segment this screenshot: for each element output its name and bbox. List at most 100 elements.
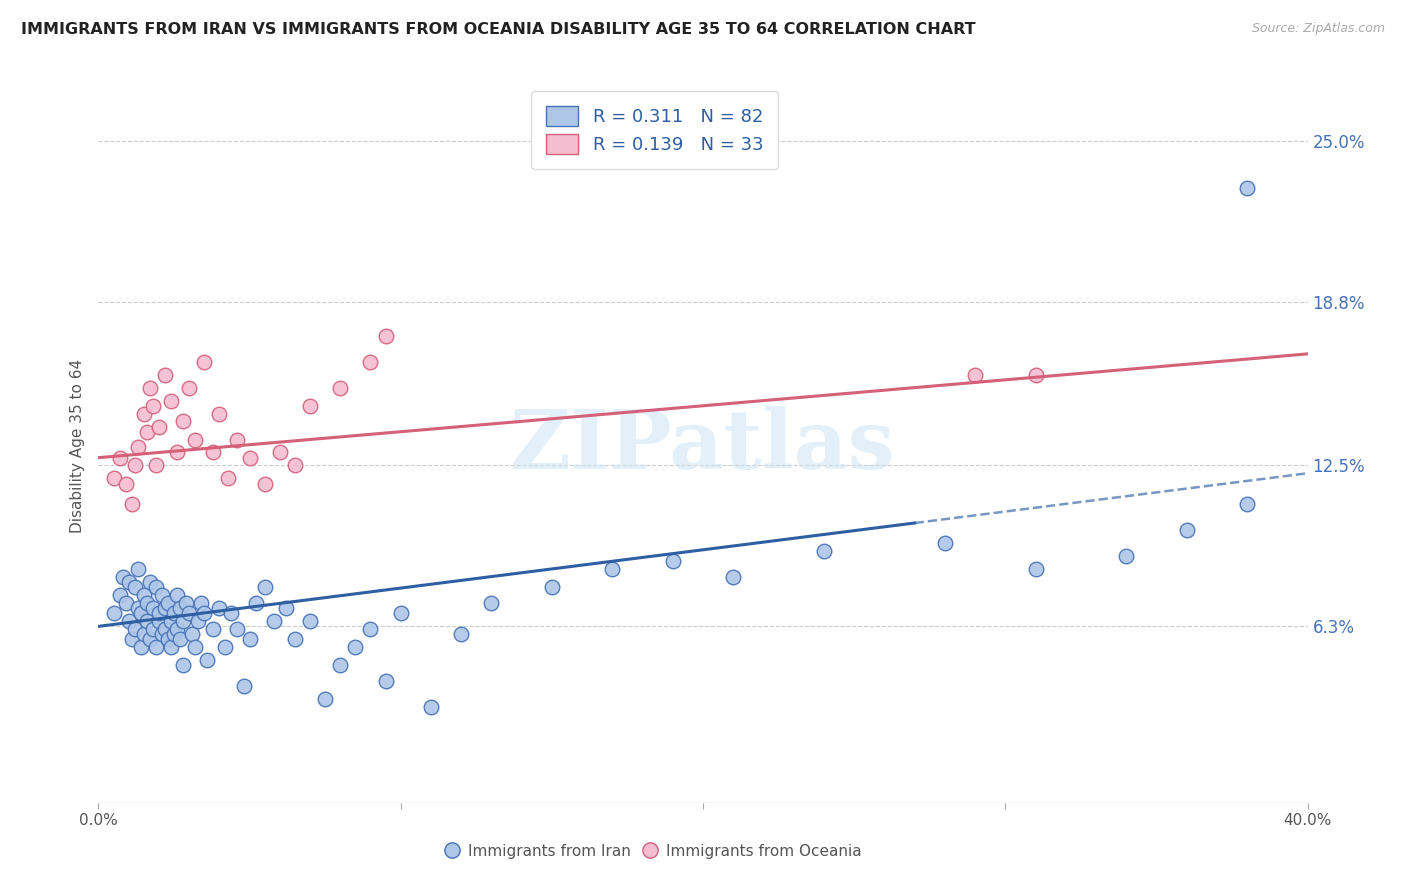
Point — [934, 536, 956, 550]
Point — [129, 607, 152, 621]
Point — [450, 627, 472, 641]
Point — [389, 607, 412, 621]
Point — [329, 658, 352, 673]
Point — [179, 381, 201, 395]
Point — [150, 588, 173, 602]
Point — [139, 381, 162, 395]
Point — [108, 588, 131, 602]
Point — [202, 445, 225, 459]
Point — [187, 614, 209, 628]
Point — [139, 575, 162, 590]
Point — [217, 471, 239, 485]
Point — [329, 381, 352, 395]
Point — [108, 450, 131, 465]
Point — [195, 653, 218, 667]
Point — [184, 640, 207, 654]
Point — [374, 328, 396, 343]
Point — [360, 354, 382, 368]
Point — [139, 632, 162, 647]
Point — [103, 471, 125, 485]
Point — [360, 622, 382, 636]
Point — [118, 614, 141, 628]
Point — [239, 450, 262, 465]
Point — [172, 658, 194, 673]
Point — [150, 627, 173, 641]
Point — [142, 601, 165, 615]
Point — [269, 445, 291, 459]
Point — [166, 622, 188, 636]
Point — [121, 497, 143, 511]
Point — [160, 640, 183, 654]
Point — [124, 458, 146, 473]
Point — [163, 627, 186, 641]
Point — [263, 614, 285, 628]
Y-axis label: Disability Age 35 to 64: Disability Age 35 to 64 — [70, 359, 86, 533]
Point — [121, 632, 143, 647]
Text: ZIPatlas: ZIPatlas — [510, 406, 896, 486]
Point — [135, 425, 157, 439]
Point — [166, 588, 188, 602]
Point — [124, 622, 146, 636]
Point — [169, 601, 191, 615]
Point — [114, 596, 136, 610]
Point — [1236, 497, 1258, 511]
Point — [129, 640, 152, 654]
Point — [148, 607, 170, 621]
Point — [214, 640, 236, 654]
Point — [193, 354, 215, 368]
Point — [156, 596, 179, 610]
Point — [148, 614, 170, 628]
Point — [132, 407, 155, 421]
Point — [299, 399, 322, 413]
Point — [153, 368, 176, 382]
Point — [160, 614, 183, 628]
Point — [160, 393, 183, 408]
Point — [118, 575, 141, 590]
Point — [723, 570, 745, 584]
Point — [142, 399, 165, 413]
Point — [661, 554, 683, 568]
Point — [344, 640, 367, 654]
Point — [221, 607, 243, 621]
Point — [166, 445, 188, 459]
Point — [1024, 562, 1046, 576]
Point — [111, 570, 134, 584]
Point — [420, 699, 443, 714]
Point — [103, 607, 125, 621]
Point — [540, 581, 562, 595]
Point — [174, 596, 197, 610]
Point — [127, 562, 149, 576]
Point — [127, 601, 149, 615]
Point — [299, 614, 322, 628]
Point — [184, 433, 207, 447]
Point — [202, 622, 225, 636]
Point — [226, 433, 249, 447]
Point — [226, 622, 249, 636]
Point — [239, 632, 262, 647]
Point — [156, 632, 179, 647]
Point — [284, 458, 307, 473]
Point — [813, 544, 835, 558]
Point — [145, 458, 167, 473]
Point — [148, 419, 170, 434]
Point — [314, 692, 336, 706]
Point — [208, 601, 231, 615]
Text: Source: ZipAtlas.com: Source: ZipAtlas.com — [1251, 22, 1385, 36]
Legend: R = 0.311   N = 82, R = 0.139   N = 33: R = 0.311 N = 82, R = 0.139 N = 33 — [531, 91, 778, 169]
Point — [965, 368, 987, 382]
Point — [1024, 368, 1046, 382]
Point — [135, 596, 157, 610]
Point — [1175, 524, 1198, 538]
Point — [481, 596, 503, 610]
Point — [153, 601, 176, 615]
Point — [1115, 549, 1137, 564]
Point — [284, 632, 307, 647]
Point — [132, 588, 155, 602]
Point — [169, 632, 191, 647]
Point — [232, 679, 254, 693]
Point — [253, 476, 276, 491]
Point — [135, 614, 157, 628]
Point — [179, 607, 201, 621]
Point — [127, 440, 149, 454]
Point — [172, 414, 194, 428]
